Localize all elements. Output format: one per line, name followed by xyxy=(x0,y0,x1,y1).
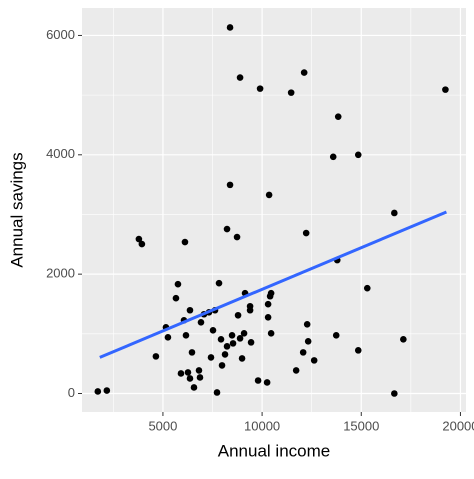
point xyxy=(177,370,185,377)
point xyxy=(247,339,255,346)
point xyxy=(265,191,273,199)
point xyxy=(267,289,275,297)
point xyxy=(354,151,362,159)
point xyxy=(223,343,231,350)
point xyxy=(221,351,229,358)
point xyxy=(363,284,371,292)
point xyxy=(190,384,198,391)
point xyxy=(138,240,146,248)
y-tick-label: 4000 xyxy=(46,146,75,161)
point xyxy=(228,332,236,339)
point xyxy=(182,332,190,339)
point xyxy=(164,334,172,341)
point xyxy=(152,353,160,360)
point xyxy=(103,387,111,394)
point xyxy=(236,335,244,342)
point xyxy=(226,24,234,31)
point xyxy=(267,330,275,337)
point xyxy=(303,320,311,328)
fit-line xyxy=(99,210,448,359)
point xyxy=(304,338,312,345)
point xyxy=(400,336,407,343)
x-tick-label: 10000 xyxy=(244,418,280,433)
point xyxy=(94,388,102,395)
point xyxy=(391,390,398,397)
y-tick-label: 6000 xyxy=(46,27,75,42)
point xyxy=(256,85,264,92)
point xyxy=(391,209,398,217)
point xyxy=(215,279,223,287)
point xyxy=(174,280,182,288)
point xyxy=(207,354,215,361)
point xyxy=(310,357,318,364)
point xyxy=(234,311,242,319)
point xyxy=(195,367,203,374)
point xyxy=(233,233,241,241)
point xyxy=(229,340,237,347)
point xyxy=(135,235,143,243)
point xyxy=(197,319,205,326)
point xyxy=(264,313,272,321)
point xyxy=(302,229,310,237)
point xyxy=(226,181,234,189)
point xyxy=(209,327,217,334)
point xyxy=(292,367,300,374)
point xyxy=(263,379,271,386)
point xyxy=(213,389,221,396)
x-axis-label: Annual income xyxy=(218,441,330,460)
point xyxy=(300,69,308,76)
point xyxy=(188,349,196,356)
point xyxy=(332,332,340,339)
point xyxy=(254,377,262,384)
point xyxy=(184,369,192,376)
point xyxy=(172,294,180,302)
point xyxy=(236,74,244,81)
point xyxy=(264,300,272,308)
point xyxy=(299,349,307,356)
point xyxy=(442,86,449,93)
point xyxy=(186,375,194,382)
point xyxy=(196,374,204,381)
point xyxy=(246,306,254,314)
point xyxy=(287,89,295,96)
point xyxy=(329,153,337,161)
point xyxy=(240,330,248,337)
x-tick-label: 5000 xyxy=(148,418,177,433)
y-tick-label: 2000 xyxy=(46,266,75,281)
y-tick-label: 0 xyxy=(68,385,75,400)
point xyxy=(218,362,226,369)
point xyxy=(223,225,231,233)
point xyxy=(334,113,342,120)
point xyxy=(217,336,225,343)
point xyxy=(354,347,362,354)
y-axis-label: Annual savings xyxy=(7,152,26,267)
point xyxy=(181,238,189,246)
panel xyxy=(82,8,466,412)
point xyxy=(186,306,194,314)
point xyxy=(238,355,246,362)
x-tick-label: 15000 xyxy=(343,418,379,433)
